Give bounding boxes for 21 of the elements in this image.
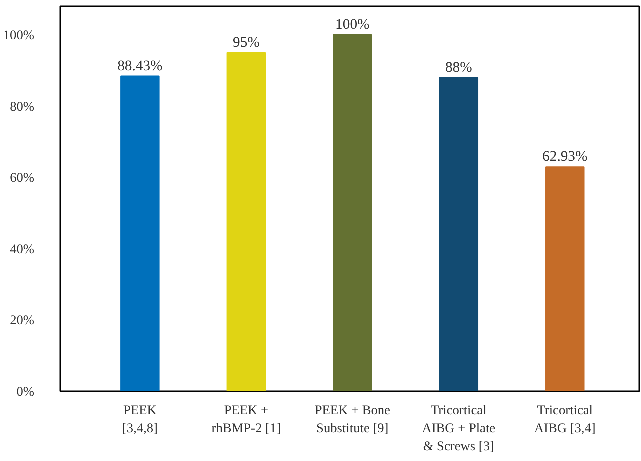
- y-tick-label: 80%: [10, 98, 35, 114]
- data-label: 62.93%: [542, 149, 588, 166]
- x-tick-label: Tricortical AIBG + Plate & Screws [3]: [422, 402, 496, 454]
- bar: [546, 166, 585, 392]
- bar: [439, 77, 479, 392]
- data-label: 100%: [336, 17, 370, 34]
- x-tick-label: PEEK [3,4,8]: [122, 402, 158, 436]
- bar: [226, 52, 266, 392]
- x-tick-label: Tricortical AIBG [3,4]: [534, 402, 596, 436]
- data-label: 88.43%: [118, 58, 163, 74]
- data-label: 95%: [232, 34, 260, 51]
- bar: [333, 34, 372, 392]
- x-tick-label: PEEK + Bone Substitute [9]: [314, 402, 391, 436]
- data-label: 88%: [445, 60, 472, 76]
- y-tick-label: 20%: [10, 312, 35, 328]
- x-tick-label: PEEK + rhBMP-2 [1]: [212, 402, 282, 436]
- y-tick-label: 100%: [3, 28, 35, 43]
- y-tick-label: 0%: [16, 384, 35, 399]
- y-tick-label: 40%: [10, 241, 35, 256]
- y-tick-label: 60%: [10, 170, 35, 186]
- bar: [120, 76, 160, 392]
